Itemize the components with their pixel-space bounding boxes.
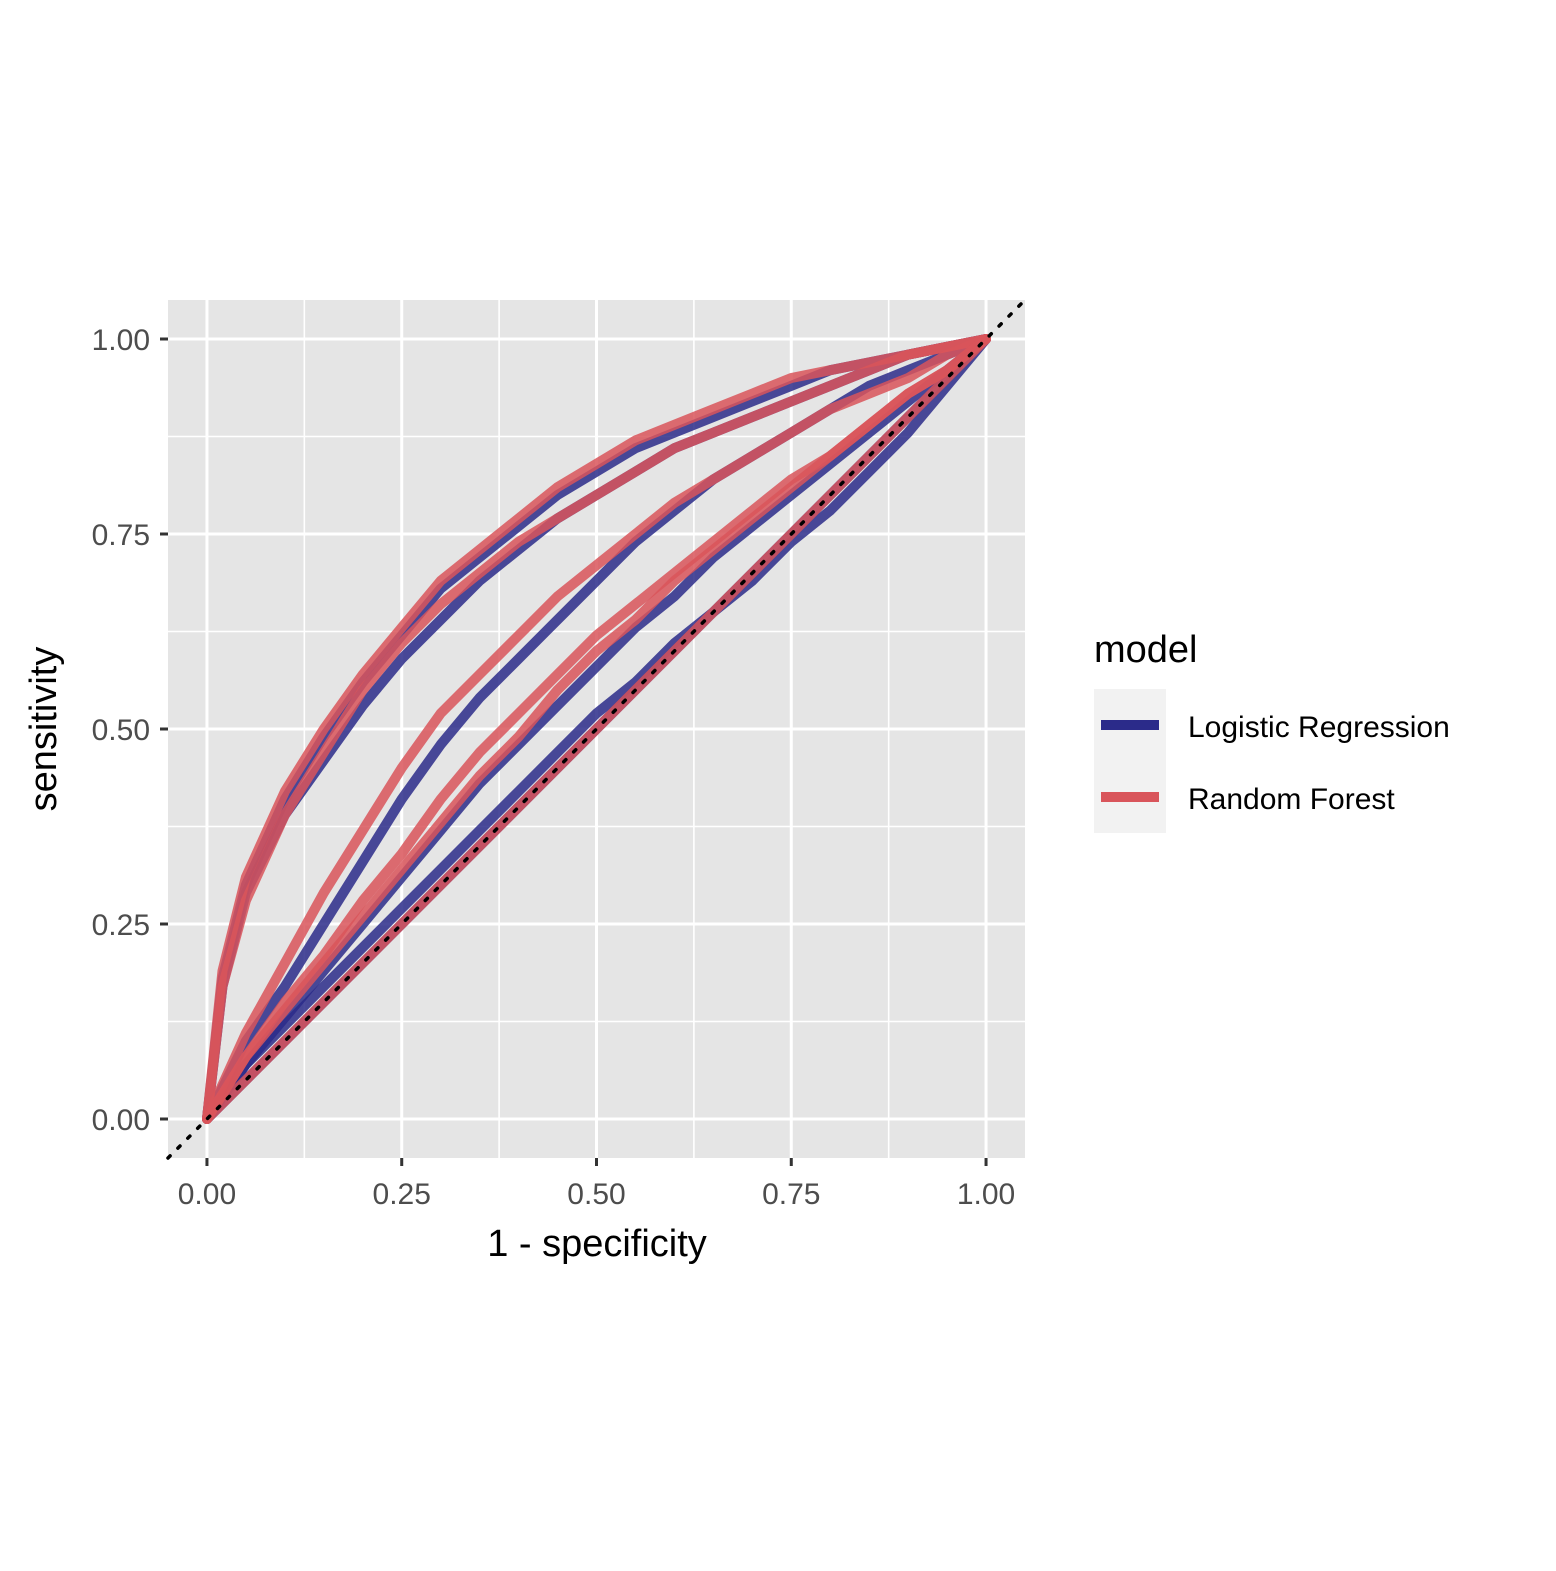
y-tick-label: 0.00 xyxy=(92,1104,150,1137)
reference-line-group xyxy=(166,298,1027,1160)
legend-title: model xyxy=(1094,629,1198,671)
x-axis-title: 1 - specificity xyxy=(487,1223,707,1265)
roc-curve-random-forest-upper xyxy=(202,334,991,1124)
x-tick-label: 0.25 xyxy=(373,1178,431,1211)
legend-label-random-forest: Random Forest xyxy=(1188,783,1395,816)
legend-key-background xyxy=(1094,689,1166,833)
y-tick-label: 1.00 xyxy=(92,324,150,357)
legend: model Logistic Regression Random Forest xyxy=(1094,629,1450,833)
roc-curve-logistic-regression-lower xyxy=(202,334,991,1124)
y-axis-title: sensitivity xyxy=(23,647,65,812)
reference-diagonal-line xyxy=(166,298,1027,1160)
roc-curve-random-forest-lower xyxy=(202,334,991,1124)
x-tick-label: 0.00 xyxy=(178,1178,236,1211)
x-tick-label: 0.75 xyxy=(762,1178,820,1211)
roc-curve-random-forest-upper-middle xyxy=(202,334,991,1124)
y-tick-label: 0.25 xyxy=(92,909,150,942)
x-axis-ticks: 0.00 0.25 0.50 0.75 1.00 xyxy=(178,1158,1015,1211)
y-tick-label: 0.50 xyxy=(92,714,150,747)
x-tick-label: 1.00 xyxy=(957,1178,1015,1211)
legend-label-logistic-regression: Logistic Regression xyxy=(1188,711,1450,744)
y-tick-label: 0.75 xyxy=(92,519,150,552)
roc-curve-random-forest-middle xyxy=(202,334,991,1124)
y-axis-ticks: 0.00 0.25 0.50 0.75 1.00 xyxy=(92,324,168,1137)
x-tick-label: 0.50 xyxy=(567,1178,625,1211)
